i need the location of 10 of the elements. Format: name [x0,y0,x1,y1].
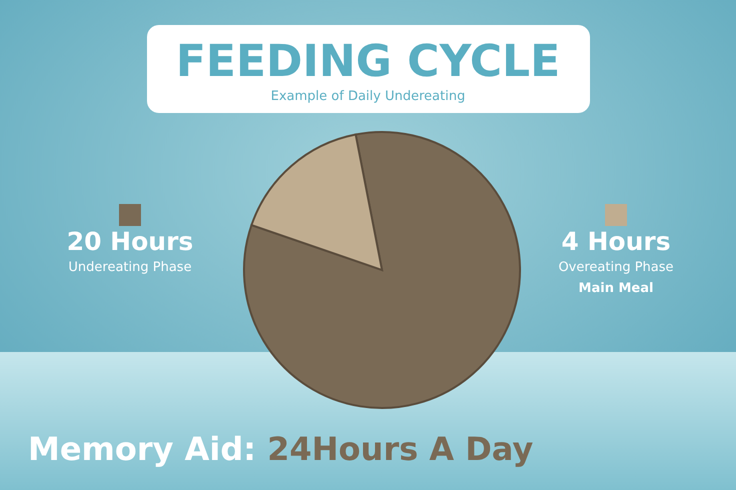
chart-subtitle: Example of Daily Undereating [270,89,466,104]
pie-slice [243,131,521,409]
text: Main Meal [578,281,654,296]
pie-slice [250,134,383,271]
text: Overeating Phase [558,260,674,275]
legend-label: 4 Hours [561,227,671,256]
slice-label: 20 Hours [66,227,194,256]
chart-title: FEEDING CYCLE [176,36,560,87]
text: Undereating Phase [68,260,192,275]
text: Memory Aid: 24Hours A Day [28,430,534,468]
